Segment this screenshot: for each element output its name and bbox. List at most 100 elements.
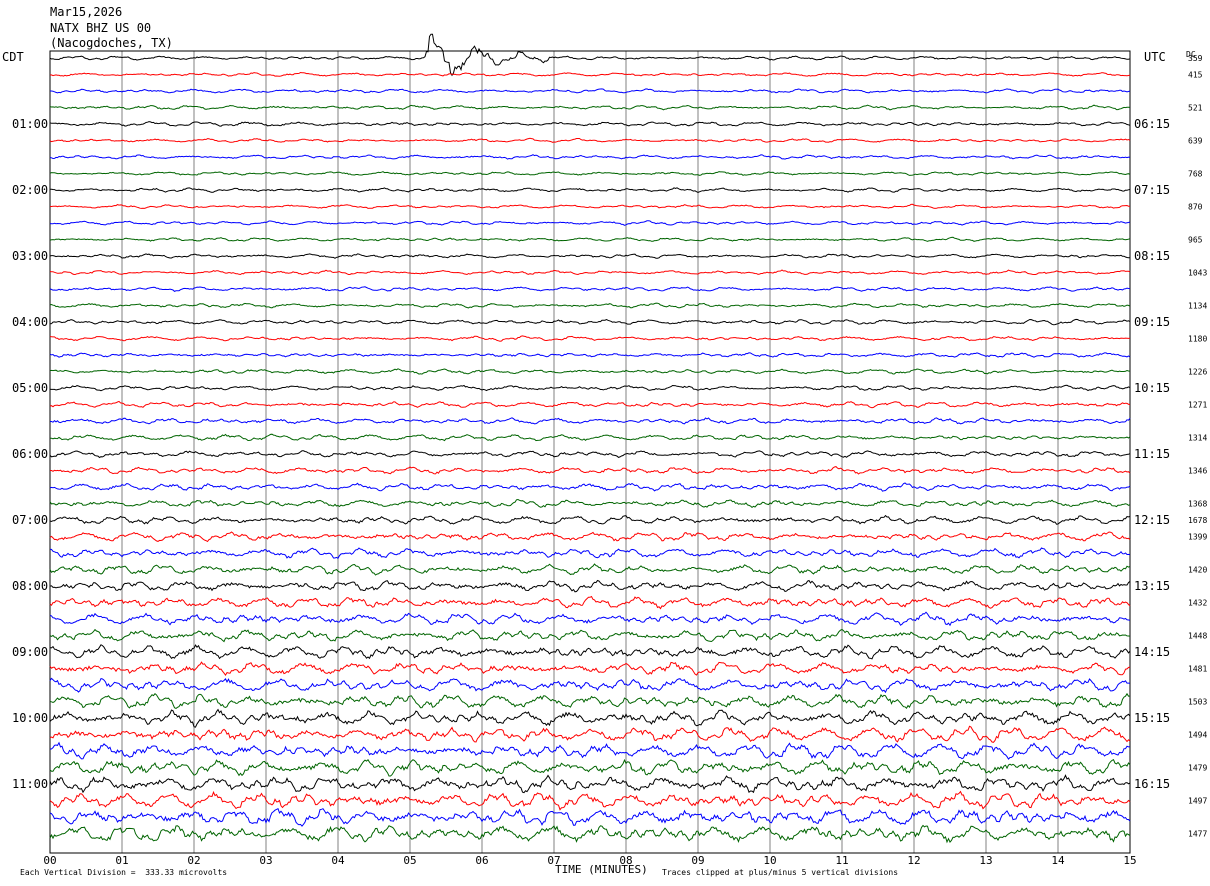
x-tick-label: 00 [43, 854, 56, 867]
dc-offset-label: 1271 [1188, 401, 1207, 410]
x-tick-label: 10 [763, 854, 776, 867]
x-tick-label: 01 [115, 854, 128, 867]
trace-row [49, 154, 1131, 160]
trace-row [49, 450, 1131, 459]
trace-row [49, 514, 1131, 525]
dc-offset-label: 1678 [1188, 516, 1207, 525]
x-tick-label: 05 [403, 854, 416, 867]
dc-offset-label: 1481 [1188, 665, 1207, 674]
trace-row [50, 187, 1131, 193]
x-tick-label: 13 [979, 854, 992, 867]
x-tick-label: 04 [331, 854, 345, 867]
x-tick-label: 03 [259, 854, 272, 867]
trace-row [50, 417, 1131, 425]
trace-row [49, 725, 1131, 743]
trace-row [49, 368, 1131, 375]
trace-row [49, 498, 1131, 509]
utc-time-label: 11:15 [1134, 447, 1170, 461]
x-tick-label: 07 [547, 854, 560, 867]
trace-row [49, 335, 1131, 342]
cdt-time-label: 02:00 [12, 183, 48, 197]
cdt-time-label: 09:00 [12, 645, 48, 659]
x-tick-label: 02 [187, 854, 200, 867]
dc-offset-label: 1346 [1188, 467, 1207, 476]
dc-offset-labels: 359 415 521 639 768 870 965 1043 1134 1180 1226 127… [1188, 54, 1207, 839]
cdt-time-label: 03:00 [12, 249, 48, 263]
trace-row [49, 595, 1131, 610]
x-tick-label: 15 [1123, 854, 1136, 867]
trace-row [49, 628, 1131, 643]
trace-row [49, 661, 1131, 676]
x-tick-label: 08 [619, 854, 632, 867]
trace-row [49, 384, 1131, 392]
trace-row [50, 88, 1131, 94]
plot-frame [49, 50, 1131, 854]
dc-offset-label: 1448 [1188, 632, 1207, 641]
dc-offset-label: 870 [1188, 203, 1203, 212]
x-tick-label: 12 [907, 854, 920, 867]
trace-row [49, 611, 1131, 627]
trace-row [49, 531, 1131, 543]
dc-offset-label: 1479 [1188, 764, 1207, 773]
trace-row [49, 433, 1131, 442]
trace-row [49, 758, 1131, 777]
trace-row [49, 482, 1131, 492]
x-axis-title: TIME (MINUTES) [555, 863, 648, 876]
utc-time-label: 09:15 [1134, 315, 1170, 329]
utc-time-label: 10:15 [1134, 381, 1170, 395]
utc-time-label: 07:15 [1134, 183, 1170, 197]
left-timezone-label: CDT [2, 50, 24, 64]
trace-row [49, 269, 1131, 276]
dc-offset-label: 1477 [1188, 830, 1207, 839]
trace-row [49, 220, 1131, 226]
x-tick-labels: 00 01 02 03 04 05 06 07 08 09 10 11 12 13 14 15 [43, 854, 1136, 867]
trace-row [50, 547, 1131, 559]
trace-row [49, 644, 1131, 660]
trace-row [49, 790, 1131, 811]
dc-offset-label: 1314 [1188, 434, 1207, 443]
time-labels: 01:00 02:00 03:00 04:00 05:00 06:00 07:00 08:00… [12, 117, 1170, 791]
seismic-traces [49, 33, 1131, 844]
trace-row [49, 33, 1131, 77]
vertical-division-note: Each Vertical Division = 333.33 microvol… [20, 868, 228, 877]
utc-time-label: 06:15 [1134, 117, 1170, 131]
utc-time-label: 08:15 [1134, 249, 1170, 263]
dc-offset-label: 521 [1188, 104, 1203, 113]
dc-offset-label: 1399 [1188, 533, 1207, 542]
dc-offset-label: 415 [1188, 71, 1203, 80]
utc-time-label: 15:15 [1134, 711, 1170, 725]
trace-row [49, 824, 1131, 844]
cdt-time-label: 06:00 [12, 447, 48, 461]
dc-offset-label: 1494 [1188, 731, 1207, 740]
trace-row [49, 171, 1131, 176]
trace-row [49, 563, 1131, 576]
trace-row [49, 236, 1131, 242]
trace-row [50, 203, 1131, 209]
dc-offset-label: 1226 [1188, 368, 1207, 377]
utc-time-label: 16:15 [1134, 777, 1170, 791]
cdt-time-label: 04:00 [12, 315, 48, 329]
minute-grid [49, 50, 1131, 854]
utc-time-label: 13:15 [1134, 579, 1170, 593]
trace-row [49, 579, 1131, 593]
cdt-time-label: 07:00 [12, 513, 48, 527]
dc-offset-label: 1503 [1188, 698, 1207, 707]
trace-row [49, 137, 1131, 143]
dc-offset-label: 1420 [1188, 566, 1207, 575]
utc-time-label: 14:15 [1134, 645, 1170, 659]
trace-row [49, 302, 1131, 309]
clipping-note: Traces clipped at plus/minus 5 vertical … [662, 868, 899, 877]
trace-row [49, 286, 1131, 292]
trace-row [49, 352, 1131, 358]
trace-row [49, 741, 1131, 760]
trace-row [50, 466, 1131, 475]
station-location: (Nacogdoches, TX) [50, 36, 173, 50]
trace-row [49, 774, 1131, 794]
cdt-time-label: 11:00 [12, 777, 48, 791]
x-tick-label: 11 [835, 854, 848, 867]
cdt-time-label: 05:00 [12, 381, 48, 395]
trace-row [49, 677, 1131, 694]
trace-row [49, 121, 1131, 127]
x-tick-label: 14 [1051, 854, 1065, 867]
